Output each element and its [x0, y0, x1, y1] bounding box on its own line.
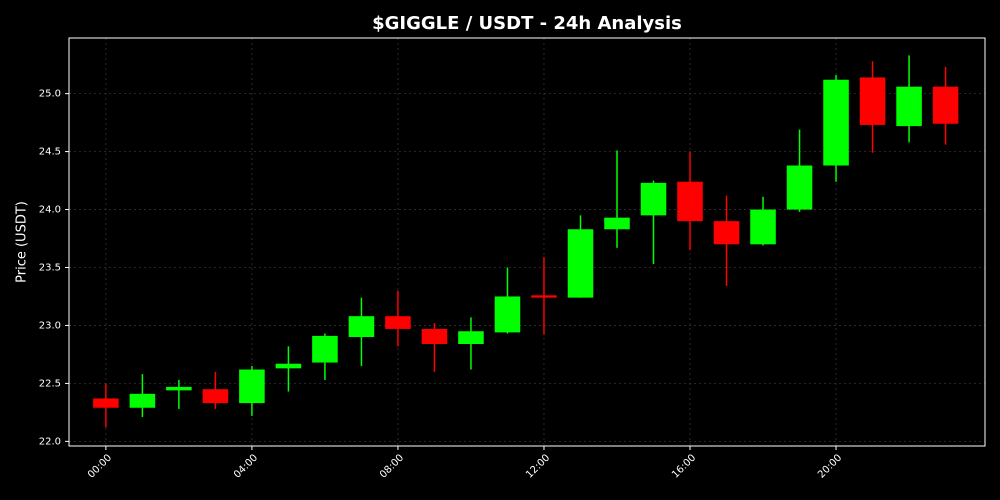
y-tick-label: 24.0	[39, 205, 61, 216]
candle-body	[129, 393, 156, 408]
chart-title: $GIGGLE / USDT - 24h Analysis	[372, 13, 682, 34]
candle-body	[567, 229, 594, 298]
candle-body	[896, 86, 922, 127]
x-tick-label: 00:00	[86, 452, 114, 480]
candle-body	[604, 217, 630, 230]
candle-body	[932, 86, 959, 124]
x-tick-label: 08:00	[378, 452, 406, 480]
candle-body	[239, 369, 265, 404]
y-tick-label: 25.0	[39, 89, 61, 100]
y-axis-label: Price (USDT)	[15, 201, 30, 283]
candle-body	[750, 209, 776, 245]
x-tick-label: 16:00	[670, 452, 698, 480]
candle-body	[713, 221, 740, 245]
candle-body	[275, 363, 302, 369]
candle-body	[786, 165, 813, 210]
candle-body	[93, 398, 119, 408]
y-tick-label: 22.0	[39, 436, 61, 447]
candle-body	[202, 389, 229, 404]
y-tick-label: 23.0	[39, 320, 61, 331]
candle-body	[531, 295, 557, 298]
candle-body	[823, 79, 849, 166]
candle-body	[348, 316, 375, 338]
y-tick-label: 24.5	[39, 147, 61, 158]
candle-body	[677, 181, 703, 222]
x-tick-label: 20:00	[816, 452, 844, 480]
plot-frame	[68, 37, 986, 447]
x-tick-label: 12:00	[524, 452, 552, 480]
candle-body	[458, 331, 484, 344]
candle-body	[494, 296, 521, 333]
candle-body	[859, 77, 886, 125]
candle-body	[640, 182, 667, 216]
y-tick-label: 22.5	[39, 378, 61, 389]
x-tick-label: 04:00	[232, 452, 260, 480]
candle-body	[166, 386, 192, 391]
y-tick-label: 23.5	[39, 263, 61, 274]
candle-body	[312, 335, 338, 363]
candle-body	[385, 316, 411, 329]
candle-body	[421, 328, 448, 344]
